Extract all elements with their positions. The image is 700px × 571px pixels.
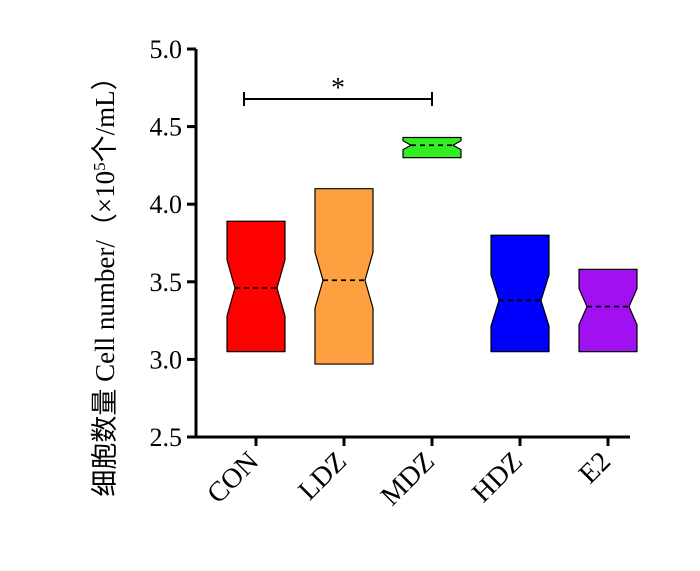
box-LDZ [314,188,374,365]
x-tick-label: LDZ [293,446,353,506]
y-tick-label: 5.0 [150,35,183,64]
x-tick-label: MDZ [375,446,441,512]
x-tick-label: CON [201,446,265,510]
y-tick-label: 4.5 [150,113,183,142]
x-axis: CON LDZ MDZ HDZ E2 [196,435,630,512]
sig-label: * [331,73,345,104]
box-MDZ [402,136,462,159]
y-axis: 2.5 3.0 3.5 4.0 4.5 5.0 [150,35,198,452]
significance-annotation: * [243,73,433,106]
y-axis-label: 细胞数量 Cell number/（×105个/mL） [90,63,121,496]
y-tick-label: 3.5 [150,268,183,297]
x-tick-label: HDZ [466,446,529,509]
x-tick-label: E2 [573,446,617,490]
box-HDZ [490,234,550,353]
y-tick-label: 3.0 [150,345,183,374]
y-tick-label: 4.0 [150,190,183,219]
box-CON [226,220,286,353]
y-tick-label: 2.5 [150,423,183,452]
box-series [226,136,638,365]
box-E2 [578,268,638,353]
